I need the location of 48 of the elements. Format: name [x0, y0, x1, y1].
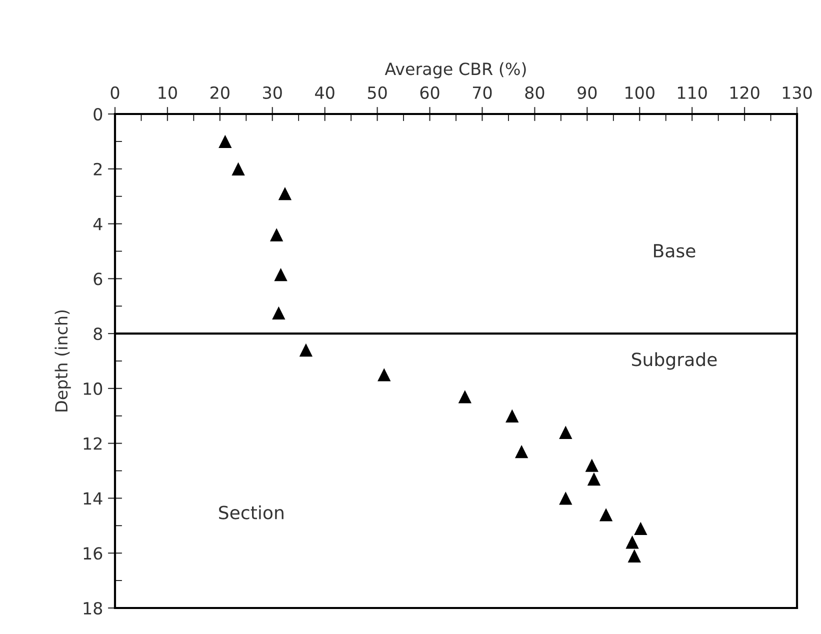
point: [559, 426, 572, 439]
y-tick-label: 8: [94, 328, 102, 340]
x-tick-label: 110: [678, 86, 707, 99]
point: [599, 508, 613, 522]
y-tick-label: 6: [94, 272, 102, 286]
point: [278, 187, 292, 200]
x-tick-label: 130: [782, 86, 812, 99]
y-tick-label: 14: [84, 492, 102, 505]
x-tick-label: 40: [315, 86, 334, 99]
point: [514, 444, 528, 458]
y-tick-label: 4: [93, 218, 102, 230]
point: [559, 492, 572, 505]
y-tick-label: 0: [94, 108, 102, 121]
point: [634, 522, 648, 535]
point: [626, 536, 639, 549]
point: [299, 343, 313, 357]
y-tick-label: 16: [84, 547, 102, 560]
point: [506, 409, 519, 422]
x-tick-label: 90: [578, 86, 597, 99]
point: [274, 268, 288, 282]
annotation: Base: [654, 244, 696, 258]
x-axis-title: Average CBR (%): [384, 62, 526, 78]
x-tick-label: 30: [263, 86, 282, 99]
annotation: Section: [219, 505, 284, 520]
x-tick-label: 100: [626, 86, 654, 99]
point: [378, 368, 391, 382]
x-tick-label: 120: [730, 86, 760, 99]
point: [587, 472, 601, 486]
y-tick-label: 18: [84, 602, 102, 615]
x-tick-label: 0: [110, 86, 120, 99]
point: [272, 306, 286, 320]
y-axis-title: Depth (inch): [54, 310, 71, 412]
point: [270, 228, 284, 242]
x-tick-label: 80: [525, 86, 544, 99]
y-tick-label: 2: [94, 162, 102, 176]
y-tick-label: 10: [84, 382, 102, 396]
x-tick-label: 50: [368, 86, 387, 99]
point: [232, 162, 245, 176]
y-tick-label: 12: [84, 437, 102, 450]
x-tick-label: 10: [158, 86, 177, 99]
x-tick-label: 60: [420, 86, 440, 99]
point: [628, 549, 641, 562]
point: [218, 134, 232, 148]
point: [585, 458, 598, 472]
annotation: Subgrade: [632, 352, 717, 370]
point: [458, 390, 472, 404]
x-tick-label: 20: [210, 86, 230, 99]
x-tick-label: 70: [472, 86, 492, 99]
